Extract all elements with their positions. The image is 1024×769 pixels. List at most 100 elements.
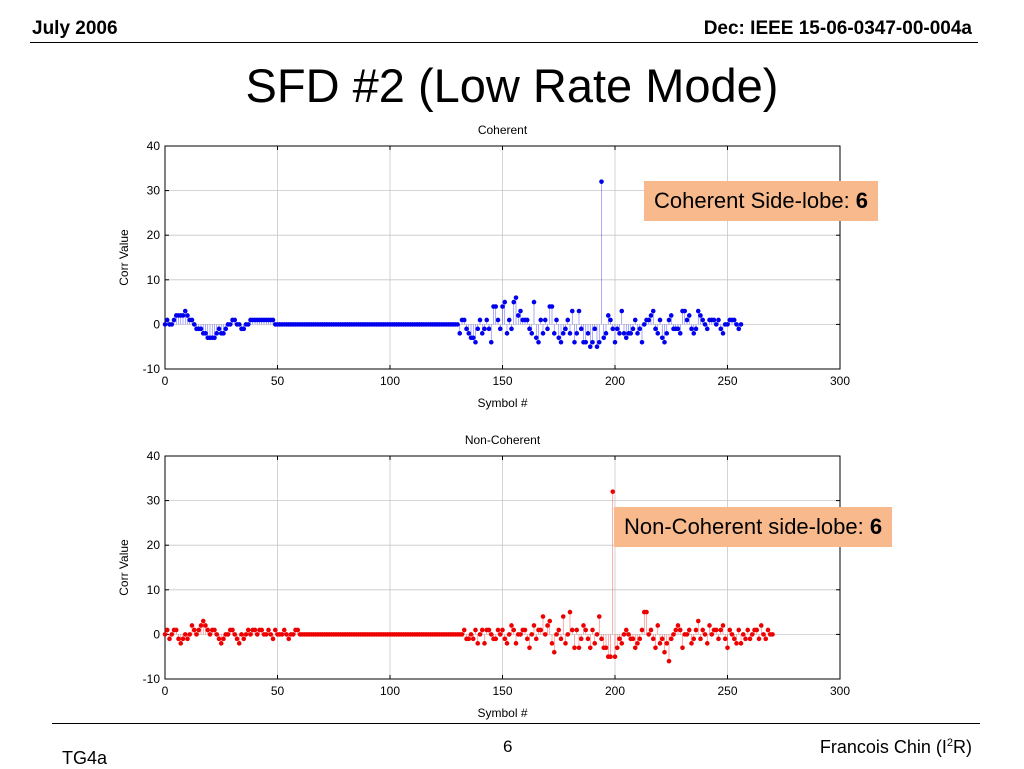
- data-point: [603, 645, 609, 651]
- data-point: [455, 322, 460, 327]
- x-tick-label: 50: [271, 374, 285, 388]
- data-point: [587, 344, 593, 350]
- data-point: [572, 339, 577, 345]
- data-point: [716, 317, 721, 323]
- data-point: [252, 627, 258, 633]
- data-point: [734, 641, 739, 646]
- data-point: [691, 331, 697, 336]
- data-point: [704, 641, 710, 646]
- data-point: [637, 326, 643, 332]
- data-point: [632, 645, 638, 651]
- data-point: [542, 317, 548, 323]
- data-point: [565, 632, 571, 637]
- data-point: [659, 636, 665, 642]
- data-point: [590, 627, 595, 633]
- data-point: [664, 641, 670, 646]
- data-point: [565, 317, 571, 323]
- data-point: [671, 632, 676, 637]
- data-point: [639, 339, 645, 345]
- data-point: [187, 632, 193, 637]
- data-point: [234, 636, 240, 642]
- data-point: [650, 636, 656, 642]
- data-point: [745, 627, 751, 633]
- data-point: [684, 317, 690, 323]
- data-point: [738, 641, 744, 646]
- data-point: [540, 614, 546, 619]
- data-point: [531, 623, 537, 628]
- callout-label: Coherent Side-lobe:: [654, 188, 856, 213]
- data-point: [596, 614, 602, 619]
- data-point: [542, 632, 548, 637]
- y-tick-label: 40: [147, 139, 161, 153]
- data-point: [488, 339, 494, 345]
- data-point: [612, 654, 618, 659]
- data-point: [473, 627, 478, 633]
- footer-author: Francois Chin (I2R): [820, 737, 972, 758]
- data-point: [569, 308, 575, 314]
- data-point: [203, 623, 208, 628]
- y-tick-label: 0: [153, 627, 160, 641]
- data-point: [281, 627, 287, 633]
- data-point: [178, 641, 184, 646]
- data-point: [162, 632, 168, 637]
- y-tick-label: 0: [153, 317, 160, 331]
- data-point: [295, 627, 301, 633]
- data-point: [225, 632, 231, 637]
- data-point: [540, 331, 546, 336]
- data-point: [644, 609, 649, 615]
- data-point: [207, 632, 213, 637]
- header-doc-id: Dec: IEEE 15-06-0347-00-004a: [703, 18, 972, 39]
- data-point: [614, 645, 620, 651]
- data-point: [621, 632, 627, 637]
- data-point: [538, 627, 544, 633]
- data-point: [653, 645, 658, 651]
- data-point: [509, 623, 514, 628]
- data-point: [232, 632, 238, 637]
- data-point: [693, 326, 699, 332]
- footer-divider: [52, 723, 980, 724]
- data-point: [756, 636, 762, 642]
- header-divider: [30, 42, 978, 43]
- data-point: [536, 339, 541, 345]
- data-point: [473, 339, 478, 345]
- data-point: [707, 623, 712, 628]
- data-point: [500, 627, 505, 633]
- data-point: [700, 627, 706, 633]
- data-point: [738, 322, 744, 327]
- data-point: [632, 317, 638, 323]
- data-point: [270, 636, 276, 642]
- data-point: [725, 645, 730, 651]
- data-point: [259, 627, 265, 633]
- data-point: [272, 627, 278, 633]
- y-tick-label: -10: [143, 362, 161, 376]
- data-point: [551, 331, 557, 336]
- x-tick-label: 200: [605, 374, 625, 388]
- data-point: [524, 317, 530, 323]
- data-point: [754, 627, 760, 633]
- data-point: [743, 636, 748, 642]
- data-point: [718, 326, 724, 332]
- data-point: [623, 627, 629, 633]
- data-point: [648, 313, 654, 318]
- data-point: [198, 623, 204, 628]
- data-point: [646, 632, 652, 637]
- data-point: [169, 322, 175, 327]
- data-point: [605, 313, 611, 318]
- data-point: [191, 627, 197, 633]
- data-point: [524, 636, 530, 642]
- data-point: [279, 632, 285, 637]
- data-point: [560, 331, 566, 336]
- data-point: [657, 317, 663, 323]
- coherent-sidelobe-callout: Coherent Side-lobe: 6: [644, 181, 879, 221]
- data-point: [504, 641, 510, 646]
- data-point: [232, 317, 238, 323]
- data-point: [583, 627, 589, 633]
- data-point: [185, 636, 190, 642]
- data-point: [731, 317, 737, 323]
- x-tick-label: 0: [162, 684, 169, 698]
- data-point: [221, 331, 226, 336]
- data-point: [727, 627, 733, 633]
- data-point: [621, 331, 627, 336]
- data-point: [475, 326, 481, 332]
- data-point: [664, 331, 670, 336]
